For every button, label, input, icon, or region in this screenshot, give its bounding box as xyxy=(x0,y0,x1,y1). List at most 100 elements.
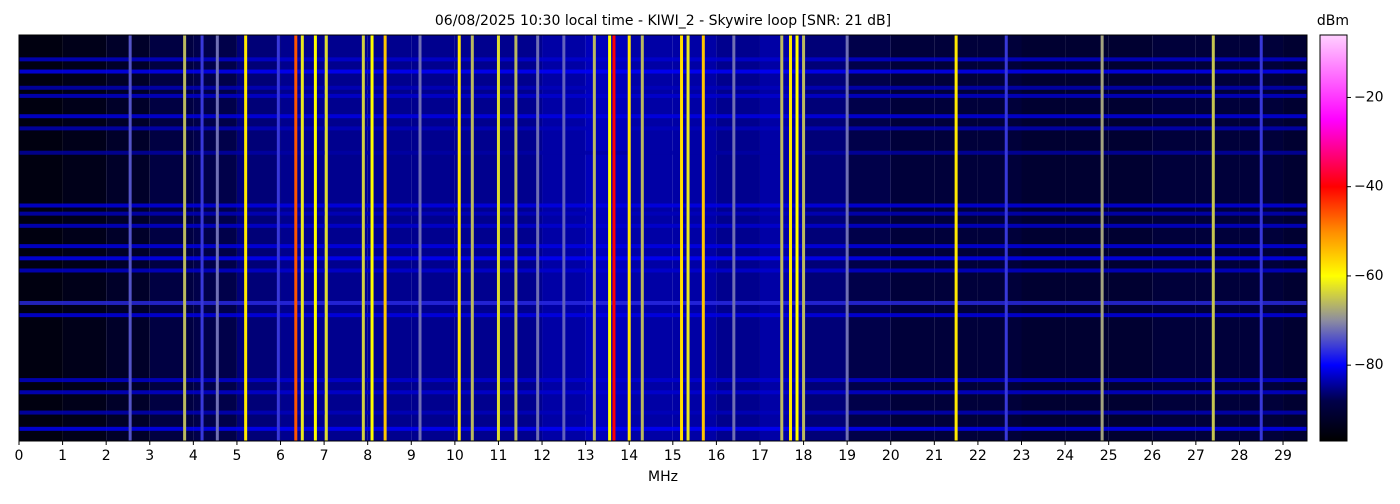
x-tick-label: 15 xyxy=(664,448,682,464)
colorbar-label: dBm xyxy=(1317,13,1349,29)
x-tick-label: 28 xyxy=(1231,448,1249,464)
interference-band xyxy=(19,410,1307,415)
signal xyxy=(686,35,690,441)
noise-floor xyxy=(498,35,543,441)
signal xyxy=(383,35,387,441)
interference-band xyxy=(19,268,1307,273)
signal xyxy=(788,35,792,441)
x-tick-label: 0 xyxy=(15,448,24,464)
signal xyxy=(954,35,958,441)
noise-floor xyxy=(629,35,673,441)
interference-band xyxy=(19,378,1307,383)
signal xyxy=(1259,35,1263,441)
x-tick-label: 3 xyxy=(145,448,154,464)
signal xyxy=(200,35,204,441)
signal xyxy=(640,35,644,441)
noise-floor xyxy=(847,35,891,441)
signal xyxy=(244,35,248,441)
noise-floor xyxy=(977,35,1022,441)
interference-band xyxy=(19,203,1307,208)
signal xyxy=(562,35,566,441)
interference-band xyxy=(19,69,1307,74)
noise-floor xyxy=(367,35,412,441)
x-tick-label: 17 xyxy=(751,448,769,464)
signal xyxy=(732,35,736,441)
signal xyxy=(1211,35,1215,441)
interference-band xyxy=(19,85,1307,90)
signal xyxy=(300,35,304,441)
x-tick-label: 18 xyxy=(795,448,813,464)
x-tick-label: 25 xyxy=(1100,448,1118,464)
signal xyxy=(128,35,132,441)
noise-floor xyxy=(324,35,368,441)
x-tick-label: 1 xyxy=(58,448,67,464)
interference-band xyxy=(19,93,1307,98)
noise-floor xyxy=(454,35,499,441)
signal xyxy=(1100,35,1104,441)
interference-band xyxy=(19,390,1307,395)
interference-band xyxy=(19,223,1307,228)
noise-floor xyxy=(62,35,107,441)
noise-floor xyxy=(19,35,63,441)
signal xyxy=(418,35,422,441)
signal xyxy=(496,35,500,441)
x-tick-label: 26 xyxy=(1143,448,1161,464)
signal xyxy=(370,35,374,441)
x-tick-label: 21 xyxy=(925,448,943,464)
x-tick-label: 12 xyxy=(533,448,551,464)
x-tick-label: 4 xyxy=(189,448,198,464)
noise-floor xyxy=(1283,35,1307,441)
signal xyxy=(457,35,461,441)
x-tick-label: 7 xyxy=(320,448,329,464)
x-tick-label: 6 xyxy=(276,448,285,464)
x-tick-label: 19 xyxy=(838,448,856,464)
colorbar-tick-label: −60 xyxy=(1354,268,1384,284)
colorbar-tick-label: −40 xyxy=(1354,179,1384,195)
noise-floor xyxy=(1152,35,1196,441)
noise-floor xyxy=(1021,35,1066,441)
x-tick-label: 5 xyxy=(232,448,241,464)
signal xyxy=(294,35,298,441)
signal xyxy=(276,35,280,441)
interference-band xyxy=(19,256,1307,261)
interference-band xyxy=(19,313,1307,318)
x-tick-label: 23 xyxy=(1013,448,1031,464)
signal xyxy=(536,35,540,441)
signal xyxy=(680,35,684,441)
x-axis-label: MHz xyxy=(648,469,678,485)
signal xyxy=(780,35,784,441)
signal xyxy=(612,35,616,441)
signal xyxy=(845,35,849,441)
signal xyxy=(627,35,631,441)
signal xyxy=(361,35,365,441)
x-tick-label: 24 xyxy=(1056,448,1074,464)
interference-band xyxy=(19,300,1307,305)
plot-area xyxy=(19,35,1307,441)
signal xyxy=(802,35,806,441)
plot-frame xyxy=(18,34,1308,442)
x-tick-label: 9 xyxy=(407,448,416,464)
signal xyxy=(795,35,799,441)
noise-floor xyxy=(1195,35,1240,441)
signal xyxy=(215,35,219,441)
x-tick-label: 13 xyxy=(577,448,595,464)
x-tick-label: 11 xyxy=(490,448,508,464)
signal xyxy=(592,35,596,441)
noise-floor xyxy=(890,35,935,441)
noise-floor xyxy=(106,35,150,441)
noise-floor xyxy=(716,35,760,441)
signal xyxy=(1004,35,1008,441)
signal xyxy=(514,35,518,441)
x-tick-label: 8 xyxy=(363,448,372,464)
x-tick-label: 2 xyxy=(102,448,111,464)
interference-band xyxy=(19,150,1307,155)
x-tick-label: 16 xyxy=(707,448,725,464)
interference-band xyxy=(19,114,1307,119)
x-tick-label: 29 xyxy=(1274,448,1292,464)
colorbar-tick-label: −80 xyxy=(1354,357,1384,373)
interference-band xyxy=(19,426,1307,431)
x-tick-label: 27 xyxy=(1187,448,1205,464)
x-tick-label: 22 xyxy=(969,448,987,464)
signal xyxy=(183,35,187,441)
